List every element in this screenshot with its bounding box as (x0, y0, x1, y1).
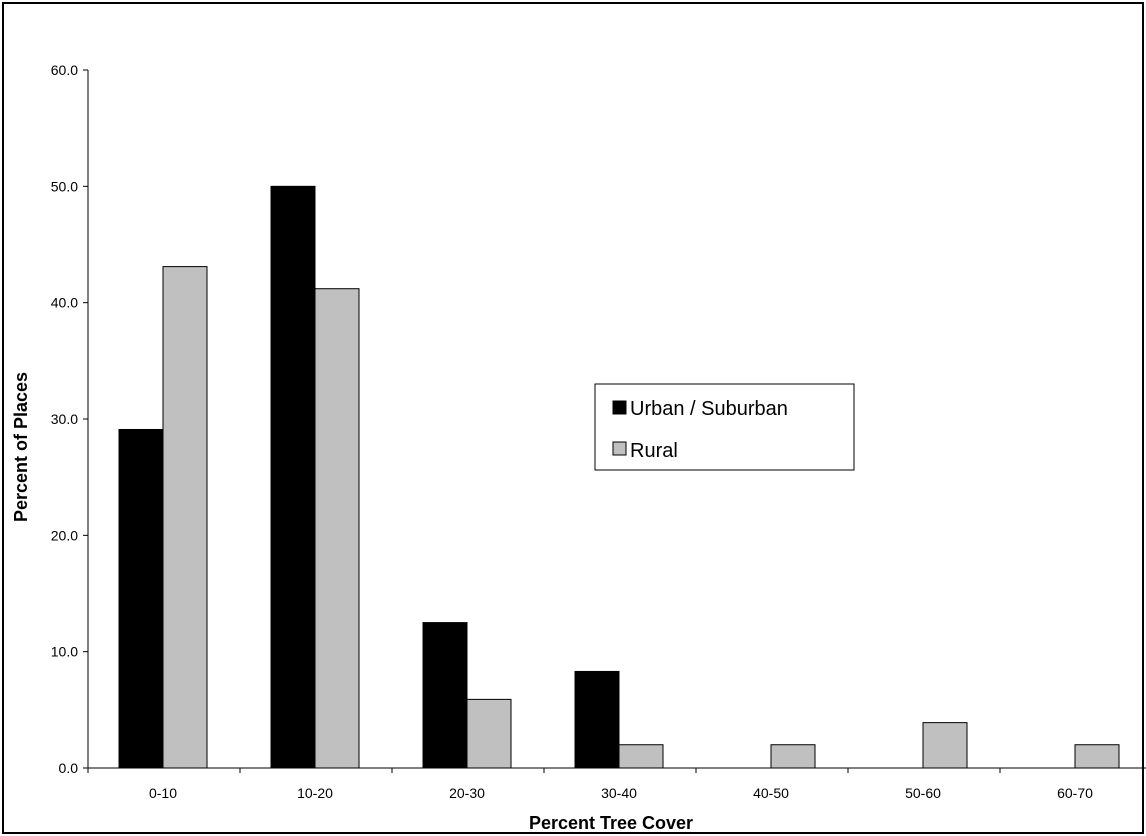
legend: Urban / Suburban Rural (594, 383, 855, 471)
bar-rural-40-50 (770, 744, 816, 769)
y-axis: 0.0 10.0 20.0 30.0 40.0 50.0 60.0 (51, 62, 89, 776)
x-tick-label: 40-50 (753, 785, 789, 801)
x-axis: 0-10 10-20 20-30 30-40 40-50 50-60 60-70 (87, 767, 1146, 801)
x-tick-label: 0-10 (149, 785, 177, 801)
bar-urban-suburban-30-40 (574, 670, 620, 769)
x-tick-label: 60-70 (1057, 785, 1093, 801)
legend-label-urban-suburban: Urban / Suburban (630, 398, 788, 420)
bar-urban-suburban-0-10 (118, 428, 164, 769)
legend-swatch-rural (612, 441, 627, 456)
y-tick-label: 0.0 (59, 760, 79, 776)
x-tick-label: 50-60 (905, 785, 941, 801)
bar-urban-suburban-20-30 (422, 622, 468, 769)
y-tick-label: 10.0 (51, 644, 78, 660)
bar-rural-0-10 (162, 266, 208, 769)
bar-urban-suburban-10-20 (270, 185, 316, 769)
y-axis-title: Percent of Places (11, 372, 31, 522)
bars (118, 185, 1120, 769)
bar-rural-50-60 (922, 722, 968, 769)
y-tick-label: 30.0 (51, 411, 78, 427)
legend-swatch-urban-suburban (612, 400, 627, 415)
x-tick-label: 10-20 (297, 785, 333, 801)
bar-rural-30-40 (618, 744, 664, 769)
bar-rural-60-70 (1074, 744, 1120, 769)
bar-rural-10-20 (314, 288, 360, 769)
y-tick-label: 50.0 (51, 178, 78, 194)
x-tick-label: 20-30 (449, 785, 485, 801)
legend-box (594, 383, 855, 471)
y-tick-label: 40.0 (51, 295, 78, 311)
x-tick-label: 30-40 (601, 785, 637, 801)
legend-label-rural: Rural (630, 440, 678, 462)
bar-rural-20-30 (466, 698, 512, 769)
x-axis-title: Percent Tree Cover (529, 813, 693, 833)
y-tick-label: 20.0 (51, 527, 78, 543)
y-tick-label: 60.0 (51, 62, 78, 78)
